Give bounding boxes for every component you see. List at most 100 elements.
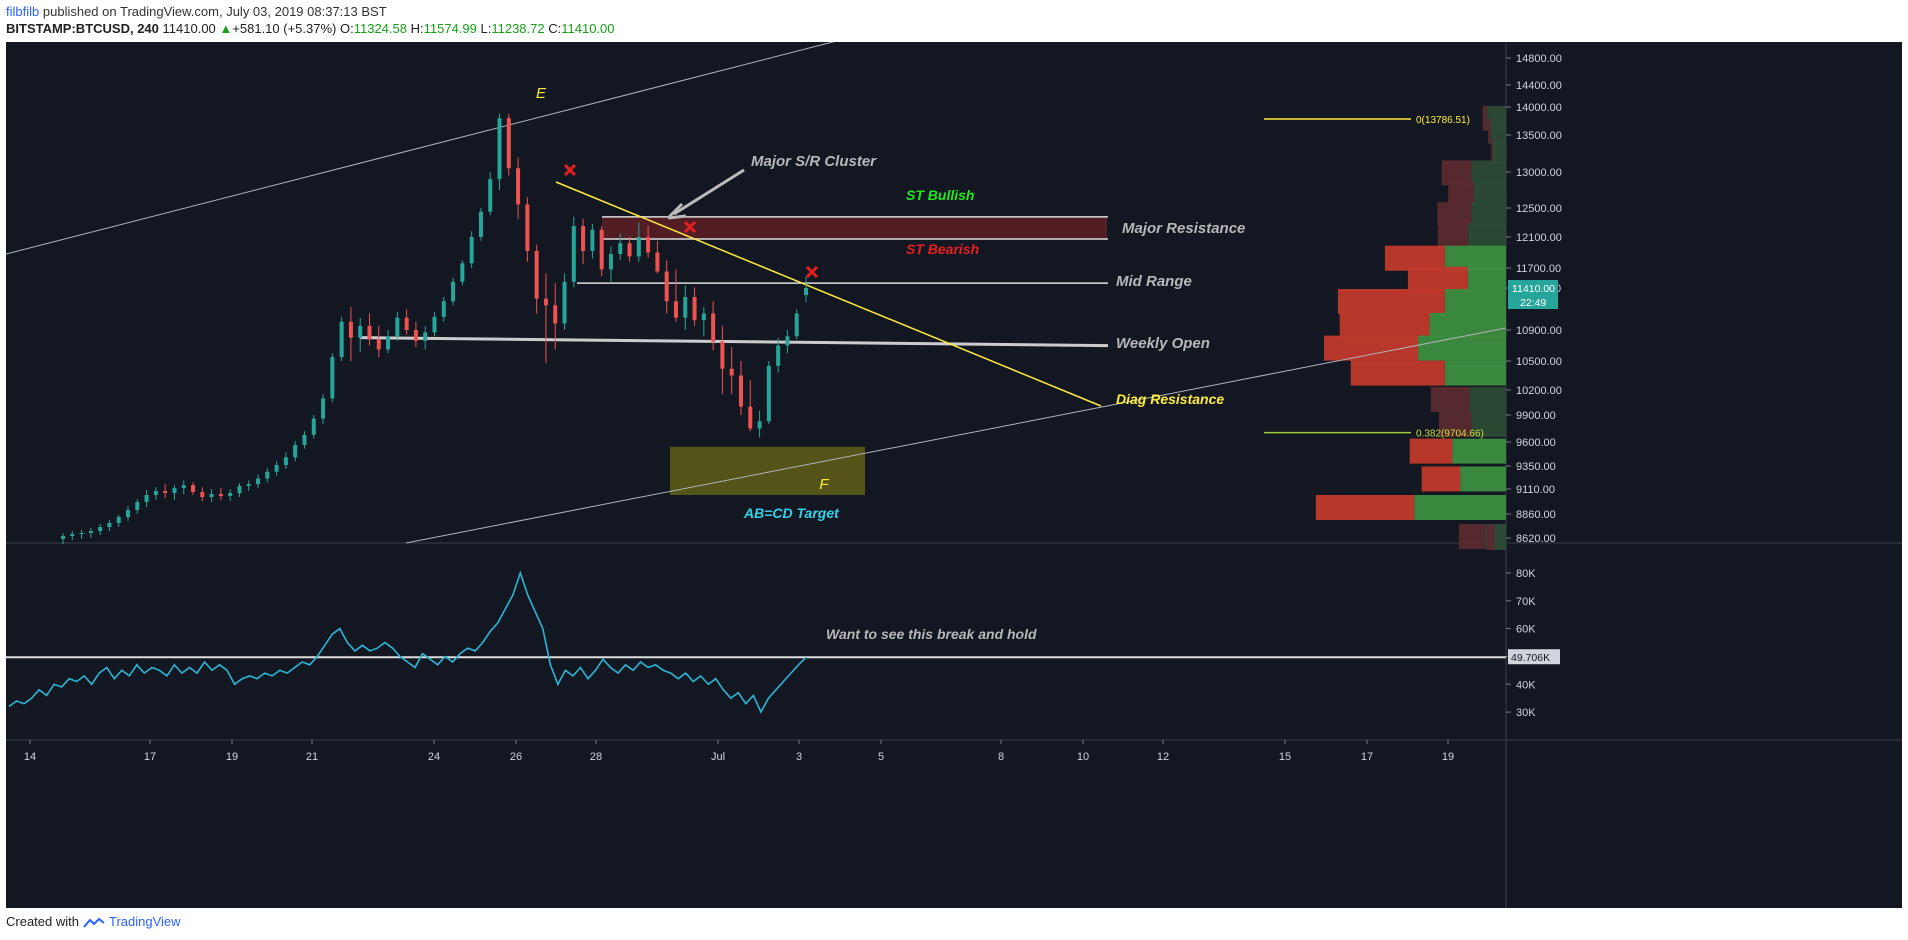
candle-body — [646, 237, 651, 253]
abcd-target-label: AB=CD Target — [743, 505, 840, 521]
candle-body — [302, 434, 307, 445]
high-label: H: — [410, 21, 424, 36]
chart-background — [6, 42, 1902, 908]
volume-profile-up-bar — [1471, 411, 1506, 437]
candles — [61, 113, 808, 544]
price-chart[interactable]: 14800.00 14400.00 14000.00 13500.00 13000.00… — [6, 42, 1902, 908]
volume-profile-up-bar — [1471, 160, 1506, 186]
trend-lines — [6, 42, 1507, 544]
candle-body — [367, 325, 372, 340]
price-tick-label: 12500.00 — [1516, 203, 1562, 215]
volume-profile-down-bar — [1430, 387, 1470, 412]
candle-body — [757, 421, 762, 429]
candle-body — [144, 495, 149, 502]
diag-resistance-line — [555, 181, 1102, 407]
candle-body — [413, 330, 418, 341]
candle-body — [543, 298, 548, 306]
change-arrow-icon: ▲ — [219, 21, 233, 36]
price-tick-label: 12100.00 — [1516, 232, 1562, 244]
fib-level-label: 0.382(9704.66) — [1416, 429, 1484, 440]
volume-profile-up-bar — [1469, 387, 1506, 412]
diag-resistance-label: Diag Resistance — [1116, 391, 1224, 407]
volume-profile-down-bar — [1482, 105, 1487, 131]
candle-body — [256, 478, 261, 485]
time-tick-label: 26 — [510, 751, 522, 763]
close-value: 11410.00 — [561, 21, 615, 36]
time-tick-label: 19 — [226, 751, 238, 763]
symbol-legend: BITSTAMP:BTCUSD, 240 11410.00 ▲+581.10 (… — [6, 21, 615, 36]
candle-body — [516, 168, 521, 205]
candle-body — [237, 486, 242, 493]
price-change: +581.10 (+5.37%) — [232, 21, 337, 36]
candle-body — [200, 492, 205, 497]
candle-body — [729, 368, 734, 376]
time-tick-label: 12 — [1157, 751, 1169, 763]
price-tick-label: 11700.00 — [1516, 263, 1561, 275]
tradingview-link[interactable]: TradingView — [108, 914, 181, 929]
indicator-pane — [6, 570, 1506, 714]
volume-profile-down-bar — [1339, 312, 1430, 338]
volume-profile-down-bar — [1441, 160, 1472, 186]
open-label: O: — [339, 21, 354, 36]
volume-profile-up-bar — [1490, 118, 1506, 144]
indicator-tick-label: 30K — [1516, 707, 1536, 719]
sr-cluster-arrow-head-icon — [666, 202, 687, 220]
price-tick-label: 10900.00 — [1516, 325, 1562, 337]
candle-body — [172, 488, 177, 493]
candle-body — [488, 179, 493, 212]
publish-info: published on TradingView.com, July 03, 2… — [42, 4, 387, 19]
candle-body — [246, 484, 251, 487]
candle-body — [283, 457, 288, 466]
candle-body — [265, 471, 270, 479]
candle-body — [79, 533, 84, 534]
volume-profile-up-bar — [1444, 360, 1506, 386]
indicator-value-tag — [1508, 649, 1560, 665]
candle-body — [618, 243, 623, 255]
candle-body — [376, 339, 381, 350]
last-price: 11410.00 — [162, 21, 216, 36]
x-marks — [563, 163, 819, 279]
candle-body — [506, 118, 511, 169]
time-tick-label: 24 — [428, 751, 440, 763]
candle-body — [116, 517, 121, 523]
volume-profile-down-bar — [1488, 118, 1491, 144]
candle-body — [804, 288, 808, 296]
volume-profile-down-bar — [1409, 438, 1453, 464]
indicator-series-line — [8, 570, 807, 714]
publish-header: filbfilb published on TradingView.com, J… — [6, 4, 387, 19]
candle-body — [311, 418, 316, 435]
created-with-text: Created with — [6, 914, 79, 929]
major-sr-cluster-label: Major S/R Cluster — [751, 153, 877, 170]
candle-body — [683, 297, 688, 318]
time-tick-label: 15 — [1279, 751, 1291, 763]
point-e-label: E — [536, 85, 547, 102]
candle-body — [664, 271, 669, 302]
indicator-tick-label: 60K — [1516, 624, 1536, 636]
volume-profile-down-bar — [1439, 411, 1472, 437]
volume-profile-up-bar — [1444, 289, 1506, 314]
rejection-x-icon — [683, 220, 697, 234]
candle-body — [562, 281, 567, 324]
upper-channel-line — [6, 42, 835, 255]
author-link[interactable]: filbfilb — [6, 4, 40, 19]
volume-profile-up-bar — [1467, 223, 1506, 249]
last-price-tag-label: 11410.00 — [1512, 283, 1555, 295]
time-tick-label: 17 — [1361, 751, 1373, 763]
candle-body — [61, 536, 65, 539]
volume-profile-down-bar — [1491, 139, 1493, 165]
volume-profile — [1315, 105, 1506, 550]
candle-body — [525, 204, 530, 251]
major-resistance-label: Major Resistance — [1122, 220, 1245, 237]
candle-body — [191, 485, 196, 492]
symbol-name[interactable]: BITSTAMP:BTCUSD, 240 — [6, 21, 159, 36]
price-tick-label: 14000.00 — [1516, 102, 1562, 114]
candle-body — [209, 494, 214, 497]
price-tick-label: 9600.00 — [1516, 437, 1556, 449]
candle-body — [163, 491, 168, 493]
volume-profile-down-bar — [1437, 202, 1472, 228]
candle-body — [339, 321, 344, 358]
candle-body — [321, 398, 326, 419]
indicator-note-label: Want to see this break and hold — [826, 626, 1037, 642]
volume-profile-up-bar — [1452, 438, 1506, 464]
volume-profile-up-bar — [1460, 466, 1506, 492]
